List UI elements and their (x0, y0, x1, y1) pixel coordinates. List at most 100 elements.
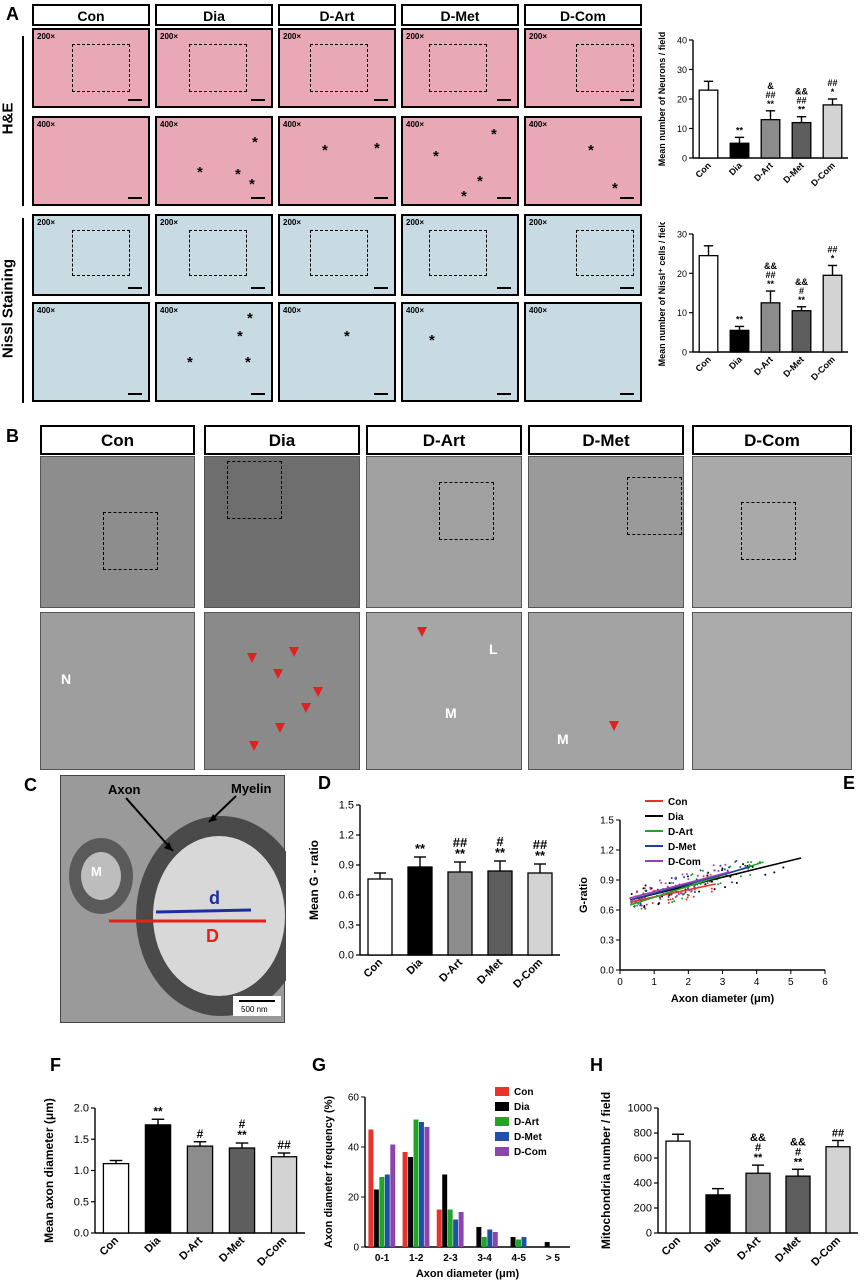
panel-label-f: F (50, 1055, 61, 1075)
scatter-point-dia (782, 866, 785, 869)
significance-mark: ** (153, 1104, 163, 1118)
bar-dia-1-2 (408, 1157, 414, 1247)
scatter-point-dia (630, 893, 633, 896)
scatter-point-d-met (699, 869, 702, 872)
y-tick-label: 0 (646, 1228, 652, 1240)
bar-d-com (825, 1146, 851, 1234)
axon-interior (153, 836, 285, 996)
magnification-label: 200× (160, 32, 179, 41)
scatter-point-con (685, 898, 688, 901)
scatter-point-d-met (693, 891, 696, 894)
scatter-point-d-art (701, 869, 704, 872)
scatter-point-dia (644, 884, 647, 887)
scatter-point-d-met (735, 859, 738, 862)
scatter-point-d-com (660, 881, 663, 884)
bar-d-com (270, 1156, 298, 1234)
lesion-asterisk: * (245, 354, 251, 371)
significance-mark: ## (827, 78, 837, 88)
lesion-asterisk: * (461, 188, 467, 205)
magnification-label: 400× (283, 120, 302, 129)
legend-label-d-met: D-Met (514, 1132, 542, 1143)
scatter-point-d-com (706, 872, 709, 875)
legend-swatch-d-com (495, 1147, 509, 1156)
bar-d-art-2-3 (447, 1209, 453, 1247)
damage-arrowhead (301, 703, 311, 713)
em-overview-dia (204, 456, 360, 608)
micrograph-nissl-200-dia: 200× (155, 214, 273, 296)
scatter-point-d-met (639, 902, 642, 905)
significance-mark: ** (415, 841, 426, 856)
x-tick-label: D-Com (809, 160, 837, 188)
y-tick-label: 30 (677, 65, 687, 75)
magnification-label: 200× (37, 32, 56, 41)
scale-bar (620, 99, 634, 101)
lesion-asterisk: * (477, 173, 483, 190)
axon-cross-section-drawing (69, 795, 306, 1016)
bar-dia (144, 1124, 172, 1234)
em-overview-d-met (528, 456, 684, 608)
scatter-point-con (675, 894, 678, 897)
scatter-point-d-com (713, 869, 716, 872)
significance-mark: ** (495, 845, 506, 860)
lysosome-label: L (489, 641, 498, 657)
y-tick-label: 1.5 (600, 816, 614, 827)
bar-d-art-1-2 (413, 1119, 419, 1247)
scatter-point-d-com (717, 870, 720, 873)
bar-con (698, 89, 719, 159)
significance-mark: # (795, 1146, 801, 1158)
legend-swatch-con (495, 1087, 509, 1096)
scale-bar (128, 99, 142, 101)
bar-d-met (487, 870, 513, 956)
em-header-con: Con (40, 425, 195, 455)
scale-bar (374, 197, 388, 199)
zoom-region-box (310, 230, 368, 276)
axon-pointer (125, 797, 174, 852)
significance-mark: && (790, 1136, 806, 1148)
y-tick-label: 1000 (628, 1103, 652, 1115)
x-tick-label: 1 (651, 977, 657, 988)
bar-con (367, 878, 393, 956)
scale-bar (374, 393, 388, 395)
scatter-point-con (680, 892, 683, 895)
scale-bar (251, 197, 265, 199)
y-axis-label: G-ratio (578, 877, 590, 913)
significance-mark: && (795, 277, 808, 287)
significance-mark: # (799, 286, 804, 296)
legend-label-con: Con (668, 797, 687, 808)
magnification-label: 200× (406, 218, 425, 227)
scatter-point-dia (713, 888, 716, 891)
significance-mark: ** (455, 846, 466, 861)
y-tick-label: 0 (353, 1243, 359, 1254)
em-zoom-dia (204, 612, 360, 770)
chart-g-frequency: 0 20 40 60 0-1 1-2 2-3 3-4 4-5 > 5 Axon diameter (… (323, 1087, 570, 1280)
magnification-label: 400× (529, 306, 548, 315)
y-tick-label: 0.0 (74, 1228, 89, 1240)
bar-d-art (760, 119, 781, 159)
scatter-point-con (686, 896, 689, 899)
legend-label-d-art: D-Art (668, 827, 694, 838)
scatter-point-d-com (724, 863, 727, 866)
micrograph-he-400-dia: 400× * * * * (155, 116, 273, 206)
bar-d-met-2-3 (453, 1219, 459, 1247)
bar-d-art (745, 1172, 771, 1234)
y-tick-label: 0 (682, 348, 687, 358)
bar-d-com-3-4 (492, 1232, 498, 1247)
zoom-region-box (227, 461, 282, 519)
x-tick-label: 4-5 (512, 1253, 527, 1264)
scatter-point-d-com (674, 876, 677, 879)
panel-label-h: H (590, 1055, 603, 1075)
lesion-asterisk: * (247, 310, 253, 327)
lesion-asterisk: * (235, 166, 241, 183)
x-tick-label: 0 (617, 977, 623, 988)
scatter-point-d-art (750, 861, 753, 864)
x-tick-label: D-Art (437, 956, 465, 984)
micrograph-he-400-con: 400× (32, 116, 150, 206)
chart-d-gratio: 0.00.30.60.91.21.5Con**Dia**##D-Art**#D-… (307, 800, 560, 991)
bar-dia-> 5 (544, 1242, 550, 1247)
x-tick-label: Dia (405, 956, 426, 977)
magnification-label: 400× (160, 306, 179, 315)
bar-d-met (791, 121, 812, 159)
significance-mark: ** (237, 1128, 247, 1142)
micrograph-nissl-400-d-met: 400× * (401, 302, 519, 402)
